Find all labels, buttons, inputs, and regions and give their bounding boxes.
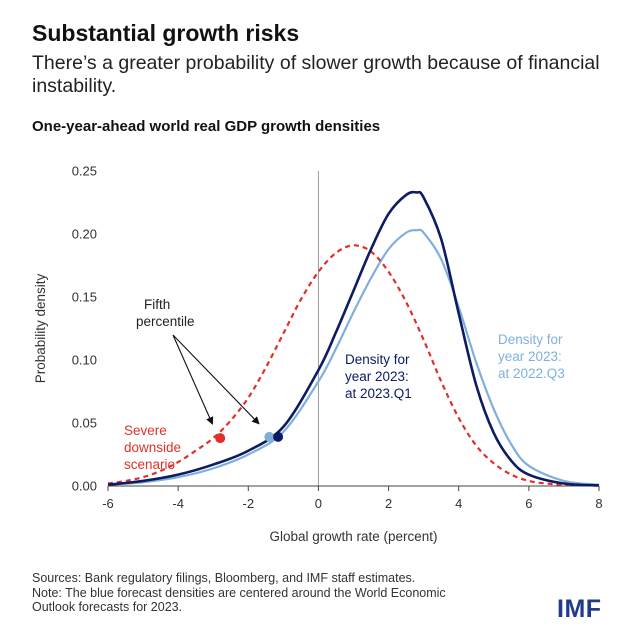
axes: 0.00 0.05 0.10 0.15 0.20 0.25 -6 -4 -2 0 2 4 6 8 Globa… — [33, 164, 603, 545]
density-curves — [107, 190, 600, 487]
label-severe-downside-line: downside — [124, 440, 181, 455]
y-tick-label: 0.05 — [72, 416, 97, 431]
density-2023q1-line — [107, 190, 600, 487]
percentile-marker-2 — [273, 431, 284, 442]
y-tick-label: 0.25 — [72, 164, 97, 179]
footnote-line-2: Outlook forecasts for 2023. — [32, 600, 183, 614]
x-tick-label: 0 — [315, 496, 322, 511]
label-2023q1-line: Density for — [345, 352, 410, 367]
x-tick-label: -4 — [172, 496, 184, 511]
y-tick-label: 0.10 — [72, 353, 97, 368]
percentile-marker-0 — [215, 433, 226, 444]
footnote-line-1: Note: The blue forecast densities are ce… — [32, 585, 446, 600]
chart-title: One-year-ahead world real GDP growth den… — [32, 118, 381, 135]
x-tick-label: 8 — [595, 496, 602, 511]
x-axis-title: Global growth rate (percent) — [269, 529, 437, 544]
x-tick-label: 6 — [525, 496, 532, 511]
x-tick-label: -2 — [243, 496, 255, 511]
label-2023q1-line: year 2023: — [345, 369, 409, 384]
label-2023q1-line: at 2023.Q1 — [345, 386, 412, 401]
annotations: Density for year 2023: at 2023.Q1 Density f… — [124, 297, 565, 472]
x-tick-label: -6 — [102, 496, 114, 511]
page-subtitle: There’s a greater probability of slower … — [32, 52, 600, 97]
label-severe-downside-line: Severe — [124, 423, 167, 438]
y-tick-label: 0.20 — [72, 227, 97, 242]
density-2022q3-line — [107, 228, 600, 486]
fifth-percentile-label: percentile — [136, 314, 195, 329]
fifth-percentile-label: Fifth — [144, 297, 170, 312]
label-severe-downside-line: scenario — [124, 457, 175, 472]
chart-footer: Sources: Bank regulatory filings, Bloomb… — [32, 571, 512, 615]
imf-logo: IMF — [557, 595, 602, 623]
arrow-to-severe — [172, 334, 214, 425]
x-tick-label: 2 — [385, 496, 392, 511]
y-axis-title: Probability density — [33, 273, 48, 383]
sources-note: Sources: Bank regulatory filings, Bloomb… — [32, 571, 416, 585]
x-tick-label: 4 — [455, 496, 462, 511]
label-2022q3-line: year 2023: — [498, 349, 562, 364]
y-tick-label: 0.15 — [72, 290, 97, 305]
page-title: Substantial growth risks — [32, 20, 300, 46]
severe-downside-line — [107, 244, 600, 487]
label-2022q3-line: at 2022.Q3 — [498, 366, 565, 381]
percentile-marker-1 — [264, 431, 275, 442]
label-2022q3-line: Density for — [498, 332, 563, 347]
y-tick-label: 0.00 — [72, 479, 97, 494]
arrow-to-baseline — [172, 334, 260, 425]
